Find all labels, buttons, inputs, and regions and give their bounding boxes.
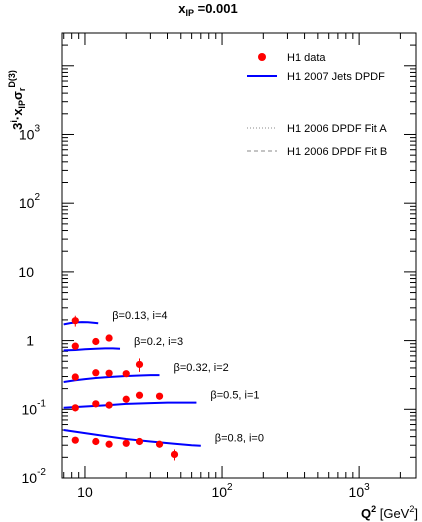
x-tick-label: 10 [77, 484, 93, 500]
series-label: β=0.2, i=3 [134, 336, 183, 348]
series-label: β=0.5, i=1 [210, 390, 259, 402]
ylabel-dot: ·x [10, 108, 25, 120]
data-point [71, 436, 79, 444]
y-tick-label-exp: 2 [34, 192, 40, 203]
data-point [92, 437, 100, 446]
jets-dpdf-curve [63, 321, 99, 326]
data-point [71, 373, 79, 381]
data-point [105, 334, 113, 342]
series-label: β=0.32, i=2 [174, 362, 229, 374]
xlabel-base: Q [361, 506, 371, 521]
x-tick-label: 103 [349, 482, 371, 500]
data-point [135, 437, 144, 446]
series-label: β=0.13, i=4 [112, 310, 167, 322]
data-point [105, 440, 113, 448]
y-tick-label: 102 [19, 192, 41, 211]
data-point [170, 450, 179, 459]
y-tick-label-exp: -2 [37, 467, 46, 478]
series-label: β=0.8, i=0 [215, 433, 264, 445]
data-point [122, 395, 130, 403]
data-point [105, 369, 113, 377]
x-tick-label-base: 10 [77, 484, 93, 500]
x-tick-label-base: 10 [349, 484, 365, 500]
y-tick-label: 103 [19, 123, 41, 142]
legend-label-jets-dpdf: H1 2007 Jets DPDF [287, 71, 385, 83]
data-point [92, 337, 100, 346]
data-point [122, 370, 130, 378]
data-point [92, 400, 100, 408]
xlabel-unit-close: ] [414, 506, 418, 521]
y-tick-label-base: 10 [22, 470, 38, 486]
ylabel-sigma: σ [10, 91, 25, 100]
legend-label-fit-b: H1 2006 DPDF Fit B [287, 146, 387, 158]
data-point [71, 342, 79, 350]
x-tick-label-exp: 2 [227, 482, 233, 493]
xlabel-sup: 2 [371, 504, 376, 514]
title-value: =0.001 [194, 1, 238, 16]
jets-dpdf-curve [63, 374, 160, 383]
ylabel-sub1: IP [17, 100, 27, 109]
y-tick-label-base: 1 [26, 333, 34, 349]
legend-label-h1-data: H1 data [287, 52, 326, 64]
y-tick-label: 10-2 [22, 467, 47, 486]
data-points [71, 315, 179, 461]
ylabel-sup2: D(3) [7, 70, 17, 88]
title-sub: IP [185, 8, 194, 18]
y-tick-label-base: 10 [18, 264, 34, 280]
chart-title: xIP =0.001 [178, 1, 238, 18]
y-tick-label-exp: -1 [37, 398, 46, 409]
xlabel-unit-sup: 2 [409, 504, 414, 514]
legend: H1 data H1 2007 Jets DPDF H1 2006 DPDF F… [247, 52, 387, 158]
data-point [92, 369, 100, 377]
ylabel-pre: 3 [10, 123, 25, 130]
axis-ticks [62, 32, 416, 479]
y-tick-label-base: 10 [19, 195, 35, 211]
series-labels: β=0.13, i=4 β=0.2, i=3 β=0.32, i=2 β=0.5, i… [112, 310, 264, 445]
data-point [155, 440, 164, 448]
data-point [71, 317, 79, 325]
xlabel-unit-open: [GeV [376, 506, 410, 521]
y-tick-label-exp: 3 [34, 123, 40, 134]
plot-frame [61, 32, 417, 479]
data-point [122, 439, 130, 447]
data-point [105, 401, 113, 409]
y-tick-label-base: 10 [22, 401, 38, 417]
y-axis-title: 3i·xIPσrD(3) [7, 70, 27, 130]
x-axis-title: Q2 [GeV2] [361, 504, 418, 521]
ylabel-sub2: r [17, 87, 27, 91]
data-point [135, 391, 144, 399]
data-point [71, 404, 79, 412]
jets-dpdf-curve [63, 429, 201, 447]
y-tick-label-base: 10 [19, 126, 35, 142]
legend-label-fit-a: H1 2006 DPDF Fit A [287, 123, 387, 135]
legend-marker-h1-data [258, 53, 266, 61]
x-tick-label: 102 [211, 482, 233, 500]
data-point [155, 392, 164, 400]
jets-dpdf-curve [63, 401, 197, 409]
title-main: x [178, 1, 186, 16]
y-tick-label: 10-1 [22, 398, 47, 417]
y-tick-label: 10 [18, 264, 34, 280]
jets-dpdf-curve [63, 347, 121, 352]
x-tick-label-base: 10 [211, 484, 227, 500]
y-tick-label: 1 [26, 333, 34, 349]
x-tick-label-exp: 3 [364, 482, 370, 493]
data-point [135, 360, 144, 369]
ylabel-pre-sup: i [9, 120, 19, 123]
